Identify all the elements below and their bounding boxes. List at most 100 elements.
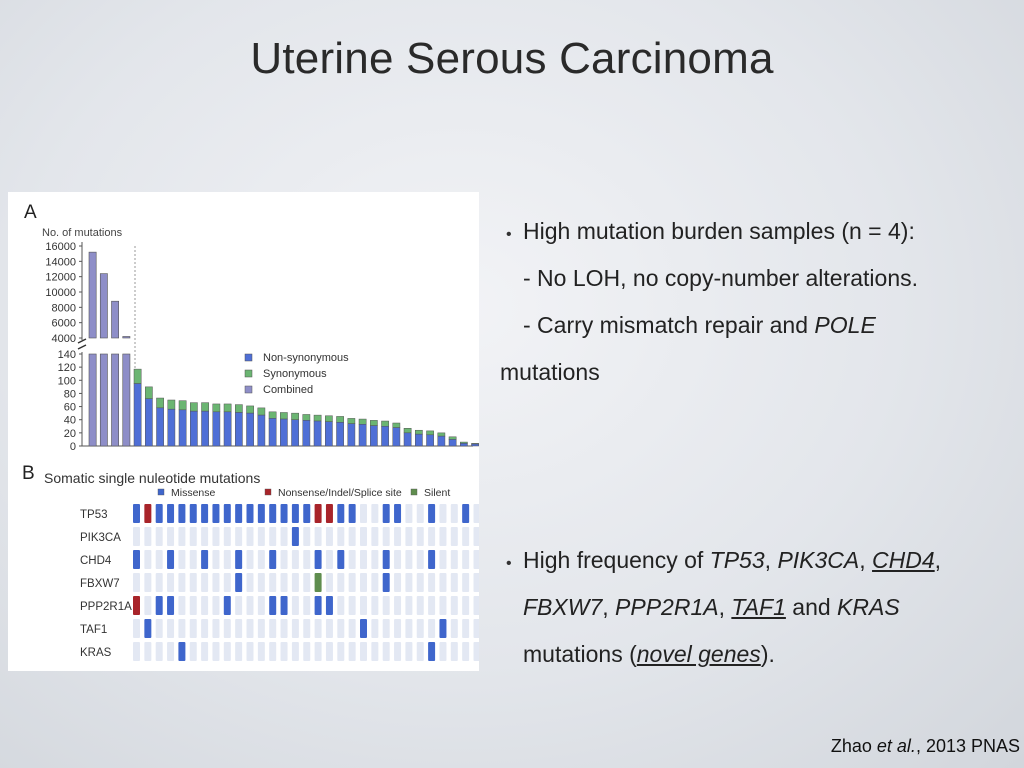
- mutation-cell: [450, 619, 458, 638]
- bullet-2-line-1: High frequency of TP53, PIK3CA, CHD4,: [523, 547, 942, 573]
- synonymous-bar: [302, 414, 311, 421]
- synonymous-bar: [145, 386, 153, 399]
- mutation-cell: [178, 573, 186, 592]
- gene-label: TP53: [80, 509, 108, 521]
- y-tick-label: 140: [58, 349, 76, 361]
- mutation-cell: [133, 596, 140, 615]
- mutation-cell: [303, 550, 311, 569]
- mutation-cell: [223, 573, 231, 592]
- mutation-cell: [473, 504, 479, 523]
- y-tick-label: 12000: [45, 272, 76, 284]
- mutation-cell: [291, 504, 299, 523]
- mutation-cell: [314, 619, 322, 638]
- mutation-cell: [189, 642, 197, 661]
- mutation-cell: [201, 642, 209, 661]
- mutation-cell: [144, 596, 152, 615]
- mutation-cell: [428, 550, 436, 569]
- mutation-cell: [269, 642, 277, 661]
- nonsynonymous-bar: [268, 418, 277, 447]
- mutation-cell: [235, 573, 243, 592]
- nonsynonymous-bar: [257, 414, 266, 447]
- legend-label: Synonymous: [263, 368, 327, 380]
- mutation-cell: [133, 504, 140, 523]
- mutation-cell: [314, 550, 322, 569]
- mutation-cell: [325, 550, 333, 569]
- high-burden-bar-upper: [88, 251, 97, 339]
- legend-label: Combined: [263, 384, 313, 396]
- nonsynonymous-bar: [313, 420, 322, 447]
- mutation-cell: [280, 550, 288, 569]
- mutation-cell: [337, 527, 345, 546]
- nonsynonymous-bar: [437, 435, 446, 447]
- mutation-cell: [337, 550, 345, 569]
- mutation-cell: [133, 550, 140, 569]
- nonsynonymous-bar: [381, 426, 389, 447]
- panel-b-label: B: [22, 463, 35, 484]
- high-burden-bar-lower: [111, 353, 119, 447]
- mutation-cell: [280, 573, 288, 592]
- legend-swatch: [244, 369, 253, 378]
- mutation-cell: [382, 573, 390, 592]
- synonymous-bar: [156, 397, 164, 409]
- mutation-cell: [144, 504, 152, 523]
- heatmap-title: Somatic single nuleotide mutations: [44, 470, 260, 486]
- mutation-cell: [212, 504, 220, 523]
- mutation-cell: [371, 619, 379, 638]
- mutation-cell: [371, 550, 379, 569]
- mutation-cell: [201, 550, 209, 569]
- mutation-cell: [246, 619, 254, 638]
- mutation-cell: [439, 504, 447, 523]
- mutation-cell: [291, 619, 299, 638]
- mutation-cell: [201, 573, 209, 592]
- nonsynonymous-bar: [415, 433, 423, 447]
- mutation-cell: [450, 527, 458, 546]
- mutation-cell: [473, 527, 479, 546]
- mutation-cell: [439, 550, 447, 569]
- mutation-cell: [133, 573, 140, 592]
- synonymous-bar: [235, 404, 243, 413]
- mutation-cell: [337, 504, 345, 523]
- mutation-cell: [189, 527, 197, 546]
- mutation-cell: [144, 573, 152, 592]
- legend-label: Non-synonymous: [263, 352, 349, 364]
- synonymous-bar: [190, 402, 198, 412]
- mutation-cell: [291, 527, 299, 546]
- mutation-cell: [269, 619, 277, 638]
- mutation-cell: [394, 642, 402, 661]
- mutation-cell: [212, 619, 220, 638]
- synonymous-bar: [392, 422, 401, 428]
- mutation-cell: [212, 573, 220, 592]
- bullet-1-line-4: mutations: [500, 359, 600, 385]
- mutation-cell: [348, 504, 356, 523]
- mutation-cell: [428, 596, 436, 615]
- heatmap-legend-label: Silent: [424, 487, 450, 499]
- mutation-cell: [223, 527, 231, 546]
- nonsynonymous-bar: [448, 439, 457, 447]
- mutation-cell: [462, 619, 470, 638]
- mutation-cell: [178, 619, 186, 638]
- mutation-cell: [201, 527, 209, 546]
- mutation-cell: [178, 527, 186, 546]
- mutation-cell: [257, 527, 265, 546]
- mutation-cell: [257, 619, 265, 638]
- heatmap-legend-swatch: [157, 488, 165, 496]
- mutation-cell: [167, 642, 175, 661]
- mutation-cell: [382, 527, 390, 546]
- mutation-cell: [167, 619, 175, 638]
- mutation-cell: [416, 642, 424, 661]
- mutation-cell: [201, 596, 209, 615]
- gene-label: PIK3CA: [80, 532, 121, 544]
- nonsynonymous-bar: [145, 398, 153, 447]
- mutation-cell: [189, 573, 197, 592]
- mutation-cell: [303, 642, 311, 661]
- mutation-cell: [382, 642, 390, 661]
- mutation-cell: [144, 527, 152, 546]
- mutation-cell: [314, 527, 322, 546]
- legend-swatch: [244, 385, 253, 394]
- mutation-cell: [382, 596, 390, 615]
- synonymous-bar: [325, 415, 333, 422]
- mutation-cell: [257, 642, 265, 661]
- mutation-cell: [155, 550, 163, 569]
- mutation-cell: [235, 596, 243, 615]
- mutation-cell: [462, 550, 470, 569]
